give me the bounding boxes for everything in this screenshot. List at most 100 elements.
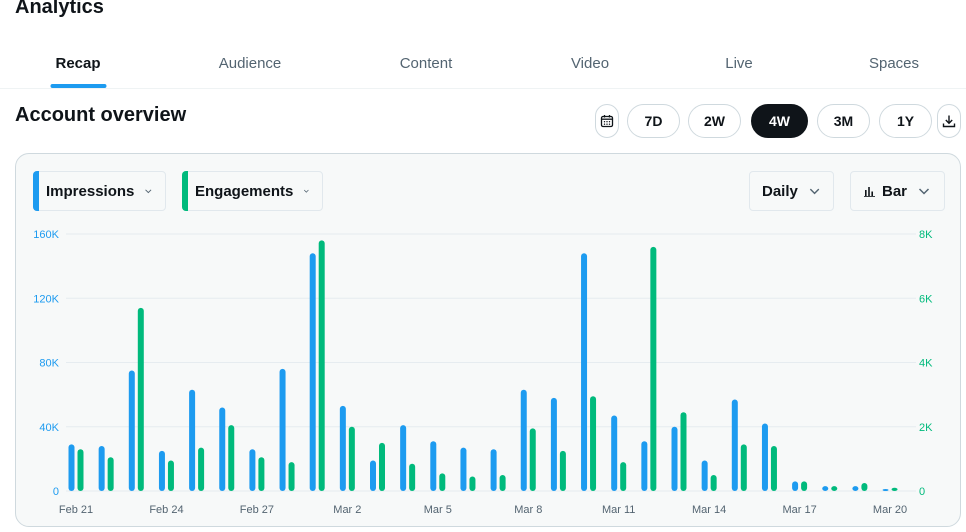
impressions-bar bbox=[882, 489, 889, 491]
x-tick-label: Feb 24 bbox=[149, 504, 183, 516]
impressions-bar bbox=[671, 426, 678, 491]
impressions-swatch bbox=[33, 171, 39, 211]
impressions-bar bbox=[249, 449, 256, 491]
impressions-bar bbox=[731, 399, 738, 491]
engagements-bar bbox=[891, 487, 898, 491]
metric-label: Engagements bbox=[195, 182, 294, 200]
impressions-bar bbox=[189, 389, 196, 491]
engagements-bar bbox=[499, 474, 506, 491]
engagements-bar bbox=[710, 474, 717, 491]
range-2w-button[interactable]: 2W bbox=[688, 104, 741, 138]
engagements-bar bbox=[740, 444, 747, 491]
range-1y-button[interactable]: 1Y bbox=[879, 104, 932, 138]
x-tick-label: Mar 5 bbox=[424, 504, 452, 516]
bar-chart: 0 40K 80K 120K 160K 0 2K 4K 6K 8K Feb 21 Feb 24 Feb … bbox=[33, 229, 933, 516]
engagements-bar bbox=[198, 447, 205, 491]
x-tick-label: Mar 8 bbox=[514, 504, 542, 516]
metric-select-impressions[interactable]: Impressions bbox=[33, 171, 166, 211]
impressions-bar bbox=[430, 441, 437, 491]
impressions-bar bbox=[460, 447, 467, 491]
y-right-tick-label: 2K bbox=[919, 422, 933, 434]
granularity-select[interactable]: Daily bbox=[749, 171, 834, 211]
tab-audience[interactable]: Audience bbox=[219, 38, 282, 88]
engagements-bar bbox=[680, 412, 687, 491]
impressions-bar bbox=[852, 486, 859, 491]
range-7d-button[interactable]: 7D bbox=[627, 104, 680, 138]
y-left-tick-label: 120K bbox=[33, 293, 59, 305]
tab-live[interactable]: Live bbox=[725, 38, 753, 88]
impressions-bar bbox=[98, 446, 105, 491]
engagements-bar bbox=[409, 463, 416, 491]
engagements-bar bbox=[831, 486, 838, 491]
engagements-bar bbox=[590, 396, 597, 491]
tab-label: Audience bbox=[218, 54, 282, 72]
chevron-down-icon bbox=[918, 188, 930, 195]
engagements-bar bbox=[620, 462, 627, 491]
y-left-tick-label: 40K bbox=[39, 422, 59, 434]
range-3m-button[interactable]: 3M bbox=[817, 104, 870, 138]
y-right-tick-label: 8K bbox=[919, 229, 933, 241]
engagements-bar bbox=[650, 246, 657, 491]
impressions-bar bbox=[68, 444, 75, 491]
x-tick-label: Mar 20 bbox=[873, 504, 907, 516]
metric-label: Impressions bbox=[46, 182, 135, 200]
section-title: Account overview bbox=[15, 104, 187, 126]
x-tick-label: Feb 21 bbox=[59, 504, 93, 516]
impressions-bar bbox=[128, 370, 135, 491]
engagements-bar bbox=[258, 457, 265, 491]
x-tick-label: Mar 17 bbox=[782, 504, 816, 516]
bar-chart-icon bbox=[864, 187, 875, 197]
range-4w-button[interactable]: 4W bbox=[751, 104, 808, 138]
engagements-bar bbox=[318, 240, 325, 491]
engagements-bar bbox=[228, 425, 235, 491]
impressions-bar bbox=[158, 450, 165, 491]
tab-video[interactable]: Video bbox=[571, 38, 609, 88]
impressions-bar bbox=[822, 486, 829, 491]
engagements-bar bbox=[167, 460, 174, 491]
impressions-bar bbox=[400, 425, 407, 491]
engagements-bar bbox=[469, 476, 476, 491]
chevron-down-icon bbox=[809, 188, 820, 195]
engagements-bar bbox=[559, 450, 566, 491]
tab-content[interactable]: Content bbox=[400, 38, 453, 88]
impressions-bar bbox=[581, 253, 588, 491]
tab-bar: Recap Audience Content Video Live Spaces bbox=[0, 38, 966, 89]
impressions-bar bbox=[339, 405, 346, 491]
calendar-button[interactable] bbox=[595, 104, 619, 138]
y-left-tick-label: 160K bbox=[33, 229, 59, 241]
download-button[interactable] bbox=[937, 104, 961, 138]
x-tick-label: Feb 27 bbox=[240, 504, 274, 516]
impressions-bar bbox=[761, 423, 768, 491]
impressions-bar bbox=[279, 368, 286, 491]
metric-select-engagements[interactable]: Engagements bbox=[182, 171, 323, 211]
tab-label: Live bbox=[725, 54, 753, 72]
engagements-bar bbox=[801, 481, 808, 491]
active-tab-indicator bbox=[50, 84, 106, 88]
impressions-bar bbox=[520, 389, 527, 491]
engagements-bar bbox=[137, 307, 144, 491]
download-icon bbox=[942, 115, 956, 128]
granularity-label: Daily bbox=[762, 182, 798, 200]
y-left-tick-label: 0 bbox=[53, 486, 59, 498]
engagements-bar bbox=[379, 442, 385, 491]
chart-type-select[interactable]: Bar bbox=[850, 171, 945, 211]
tab-label: Spaces bbox=[868, 54, 920, 72]
engagements-bar bbox=[770, 446, 777, 491]
impressions-bar bbox=[370, 460, 376, 491]
impressions-bar bbox=[701, 460, 708, 491]
page-title: Analytics bbox=[15, 0, 104, 18]
engagements-bar bbox=[348, 426, 355, 491]
chevron-down-icon bbox=[145, 189, 152, 194]
engagements-bar bbox=[107, 457, 114, 491]
chart-type-label: Bar bbox=[882, 182, 908, 200]
calendar-icon bbox=[600, 115, 614, 128]
tab-recap[interactable]: Recap bbox=[50, 38, 106, 88]
engagements-bar bbox=[529, 428, 536, 491]
impressions-bar bbox=[792, 481, 799, 491]
tab-spaces[interactable]: Spaces bbox=[869, 38, 919, 88]
y-left-tick-label: 80K bbox=[39, 358, 59, 370]
y-right-tick-label: 4K bbox=[919, 358, 933, 370]
x-tick-label: Mar 11 bbox=[602, 504, 635, 516]
x-tick-label: Mar 14 bbox=[692, 504, 726, 516]
engagements-bar bbox=[439, 473, 446, 491]
